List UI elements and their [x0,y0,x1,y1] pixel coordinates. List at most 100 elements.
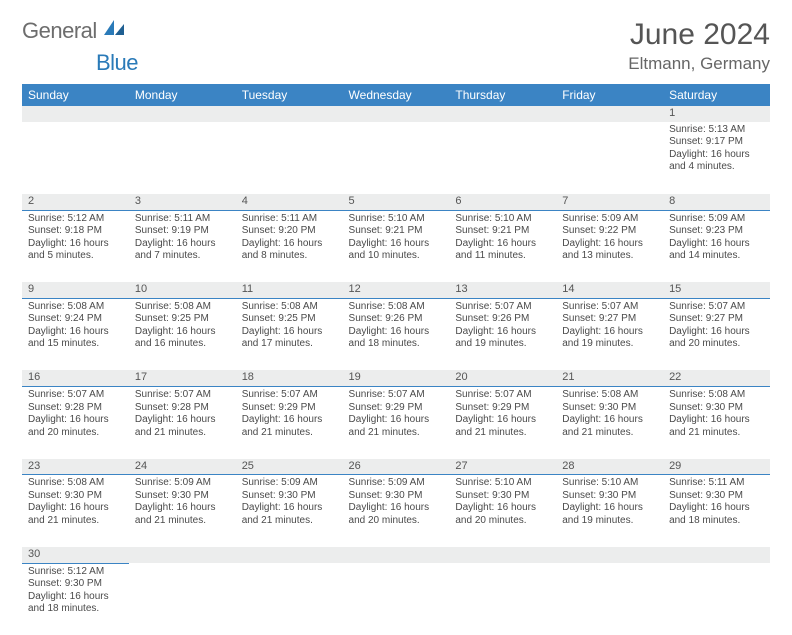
day-info-line: Daylight: 16 hours [669,238,764,251]
day-number-cell: 6 [449,194,556,210]
day-detail-cell: Sunrise: 5:08 AMSunset: 9:24 PMDaylight:… [22,298,129,370]
day-number: 27 [455,460,467,472]
day-info-line: Daylight: 16 hours [135,414,230,427]
day-number-cell: 9 [22,282,129,298]
day-info-line: Daylight: 16 hours [28,238,123,251]
day-number-cell: 28 [556,459,663,475]
day-detail-cell [236,122,343,194]
day-number-cell [343,106,450,122]
day-number-cell: 22 [663,370,770,386]
location: Eltmann, Germany [628,54,770,74]
day-number: 22 [669,371,681,383]
day-number: 16 [28,371,40,383]
day-info-line: Daylight: 16 hours [242,326,337,339]
day-info-line: and 18 minutes. [349,338,444,351]
weekday-header: Wednesday [343,84,450,106]
day-info-line: and 21 minutes. [135,515,230,528]
day-info-line: Sunrise: 5:09 AM [669,213,764,226]
day-info-line: and 20 minutes. [28,427,123,440]
day-info-line: Sunrise: 5:10 AM [455,477,550,490]
day-info-line: Sunset: 9:18 PM [28,225,123,238]
day-number: 3 [135,195,141,207]
day-info-line: Sunset: 9:29 PM [349,402,444,415]
day-info-line: Daylight: 16 hours [349,238,444,251]
weekday-header: Friday [556,84,663,106]
day-info-line: Sunset: 9:30 PM [349,490,444,503]
sail-icon [103,19,125,42]
day-detail-cell: Sunrise: 5:07 AMSunset: 9:27 PMDaylight:… [663,298,770,370]
day-number-cell: 19 [343,370,450,386]
day-detail-cell: Sunrise: 5:08 AMSunset: 9:25 PMDaylight:… [236,298,343,370]
day-info-line: and 21 minutes. [562,427,657,440]
day-info-line: and 20 minutes. [669,338,764,351]
day-detail-cell: Sunrise: 5:10 AMSunset: 9:21 PMDaylight:… [343,210,450,282]
day-info-line: Sunrise: 5:08 AM [242,301,337,314]
day-detail-cell [236,563,343,635]
day-number-cell: 23 [22,459,129,475]
day-detail-cell: Sunrise: 5:09 AMSunset: 9:30 PMDaylight:… [236,475,343,547]
day-number-cell [129,547,236,563]
day-info-line: Sunrise: 5:09 AM [349,477,444,490]
day-info-line: Sunset: 9:30 PM [28,578,123,591]
day-info-line: and 21 minutes. [455,427,550,440]
day-info-line: Daylight: 16 hours [455,414,550,427]
day-number-cell: 16 [22,370,129,386]
day-number-cell: 8 [663,194,770,210]
day-number: 25 [242,460,254,472]
day-number-cell: 29 [663,459,770,475]
day-info-line: Daylight: 16 hours [669,326,764,339]
day-info-line: Daylight: 16 hours [669,414,764,427]
day-number-cell: 11 [236,282,343,298]
day-detail-cell: Sunrise: 5:08 AMSunset: 9:30 PMDaylight:… [663,387,770,459]
day-info-line: Sunset: 9:30 PM [562,402,657,415]
day-number-cell [449,106,556,122]
day-number-cell: 17 [129,370,236,386]
day-info-line: Sunset: 9:30 PM [242,490,337,503]
day-info-line: Sunrise: 5:08 AM [669,389,764,402]
detail-row: Sunrise: 5:13 AMSunset: 9:17 PMDaylight:… [22,122,770,194]
calendar-table: SundayMondayTuesdayWednesdayThursdayFrid… [22,84,770,635]
day-number-cell: 10 [129,282,236,298]
logo-text-gray: General [22,18,97,44]
day-number: 7 [562,195,568,207]
day-number-cell [129,106,236,122]
day-number-cell: 27 [449,459,556,475]
day-info-line: Sunset: 9:30 PM [28,490,123,503]
day-number-cell [343,547,450,563]
day-number-cell [556,106,663,122]
day-info-line: and 13 minutes. [562,250,657,263]
weekday-header: Sunday [22,84,129,106]
day-info-line: and 18 minutes. [28,603,123,616]
day-info-line: Sunrise: 5:10 AM [349,213,444,226]
day-info-line: Daylight: 16 hours [242,502,337,515]
day-info-line: and 5 minutes. [28,250,123,263]
day-info-line: Daylight: 16 hours [455,238,550,251]
day-detail-cell [343,122,450,194]
daynum-row: 9101112131415 [22,282,770,298]
day-detail-cell [343,563,450,635]
day-detail-cell: Sunrise: 5:07 AMSunset: 9:29 PMDaylight:… [236,387,343,459]
day-info-line: Sunset: 9:24 PM [28,313,123,326]
day-number: 18 [242,371,254,383]
day-info-line: Sunset: 9:19 PM [135,225,230,238]
day-info-line: Daylight: 16 hours [135,238,230,251]
daynum-row: 2345678 [22,194,770,210]
daynum-row: 23242526272829 [22,459,770,475]
day-detail-cell: Sunrise: 5:07 AMSunset: 9:29 PMDaylight:… [449,387,556,459]
day-info-line: Sunset: 9:20 PM [242,225,337,238]
day-info-line: and 7 minutes. [135,250,230,263]
day-detail-cell: Sunrise: 5:12 AMSunset: 9:18 PMDaylight:… [22,210,129,282]
day-info-line: Daylight: 16 hours [349,414,444,427]
day-info-line: Sunrise: 5:07 AM [28,389,123,402]
day-info-line: Sunrise: 5:09 AM [562,213,657,226]
daynum-row: 1 [22,106,770,122]
day-detail-cell [556,122,663,194]
day-info-line: Sunset: 9:26 PM [349,313,444,326]
day-number: 12 [349,283,361,295]
day-number: 26 [349,460,361,472]
day-info-line: Sunrise: 5:07 AM [455,389,550,402]
day-number-cell: 21 [556,370,663,386]
day-info-line: and 19 minutes. [562,338,657,351]
day-info-line: Sunset: 9:28 PM [135,402,230,415]
day-info-line: and 21 minutes. [669,427,764,440]
